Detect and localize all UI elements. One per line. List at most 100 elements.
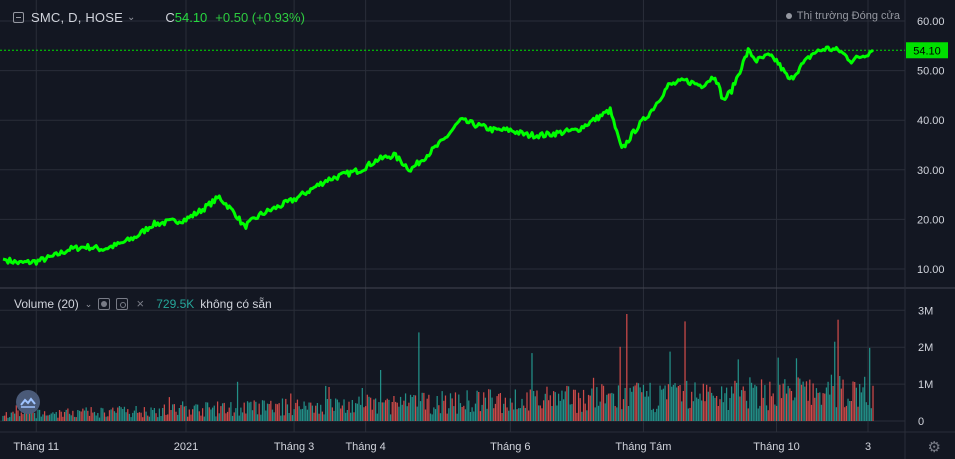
volume-bar (509, 398, 511, 421)
volume-bar (519, 408, 521, 421)
volume-bar (759, 405, 761, 421)
volume-bar (642, 384, 645, 421)
volume-bar (446, 413, 448, 421)
volume-bar (419, 401, 422, 421)
volume-bar (296, 399, 299, 421)
volume-bar (120, 407, 122, 421)
volume-bar (449, 393, 452, 421)
collapse-icon[interactable] (13, 11, 24, 23)
chevron-down-icon[interactable]: ⌄ (126, 11, 136, 23)
volume-bar (14, 413, 16, 421)
symbol-title[interactable]: SMC, D, HOSE (31, 9, 123, 25)
volume-bar (596, 387, 598, 421)
last-price-text: 54.10 (913, 45, 941, 57)
volume-bar (253, 400, 255, 421)
volume-value: 729.5K (156, 297, 195, 311)
logo-icon[interactable] (16, 390, 40, 414)
volume-bar (351, 400, 353, 421)
volume-bar (712, 395, 714, 421)
volume-bar (469, 412, 472, 421)
volume-bar (750, 382, 753, 421)
volume-bar (699, 393, 701, 421)
volume-bar (664, 385, 666, 421)
volume-bar (4, 415, 6, 421)
volume-bar (684, 321, 686, 421)
volume-bar (443, 400, 445, 421)
volume-bar (182, 401, 184, 421)
volume-bar (183, 406, 185, 421)
time-axis-ticks[interactable]: Tháng 11 2021 Tháng 3 Tháng 4 Tháng 6 Tháng T… (13, 441, 871, 453)
volume-bar (100, 407, 102, 421)
volume-bar (815, 388, 818, 421)
volume-bar (301, 408, 304, 421)
volume-bar (854, 382, 856, 421)
settings-icon[interactable] (116, 298, 129, 310)
volume-bar (157, 417, 159, 421)
volume-bar (849, 401, 851, 421)
volume-bar (822, 393, 824, 421)
gear-icon[interactable]: ⚙ (927, 439, 941, 456)
volume-bar (671, 386, 673, 421)
eye-icon[interactable] (98, 298, 111, 310)
volume-bar (666, 399, 668, 421)
volume-bar (627, 406, 630, 421)
volume-bar (832, 386, 834, 421)
volume-bar (556, 405, 558, 421)
volume-label[interactable]: Volume (20) (14, 297, 79, 311)
volume-bar (499, 393, 502, 421)
volume-bar (498, 393, 500, 421)
volume-bar (62, 416, 64, 421)
volume-bar (807, 400, 809, 421)
volume-bar (825, 387, 828, 421)
status-dot-icon (785, 13, 792, 19)
price-axis-ticks[interactable]: 60.00 50.00 40.00 30.00 20.00 10.00 (917, 16, 945, 276)
volume-bar (55, 412, 57, 421)
volume-bar (601, 384, 603, 421)
volume-bar (396, 402, 398, 421)
volume-bar (717, 406, 719, 421)
volume-bar (268, 404, 270, 421)
volume-bar (561, 390, 563, 421)
volume-bar (265, 410, 267, 421)
volume-bar (473, 411, 475, 421)
volume-bar (639, 387, 641, 421)
volume-bar (97, 413, 99, 421)
time-tick-label: Tháng Tám (615, 441, 671, 453)
volume-bar (790, 391, 793, 421)
volume-bar (336, 399, 338, 421)
last-price-label: 54.10 (906, 42, 948, 59)
volume-bar (647, 396, 650, 421)
volume-bar (187, 416, 189, 421)
volume-bar (220, 406, 222, 421)
volume-bar (534, 396, 536, 421)
volume-bar (862, 387, 864, 421)
volume-bar (394, 401, 397, 421)
volume-bar (747, 408, 749, 421)
volume-bar (696, 397, 698, 421)
volume-bar (75, 417, 77, 421)
volume-bar (451, 398, 453, 421)
volume-bar (381, 402, 383, 421)
volume-bar (762, 397, 764, 421)
volume-bar (757, 408, 759, 421)
volume-bar (363, 407, 365, 421)
volume-bar (742, 386, 744, 421)
volume-bar (281, 398, 284, 421)
volume-axis-ticks[interactable]: 3M 2M 1M 0 (918, 305, 933, 428)
volume-bar (444, 395, 447, 421)
volume-bar (17, 410, 19, 421)
volume-bar (153, 408, 155, 421)
volume-bar (725, 387, 728, 421)
volume-bar (318, 413, 320, 421)
volume-bar (399, 396, 402, 421)
volume-bar (137, 412, 139, 421)
chevron-down-icon[interactable]: ⌄ (84, 298, 93, 309)
volume-bar (384, 400, 387, 421)
volume-bar (508, 410, 510, 421)
volume-bar (681, 401, 683, 421)
volume-bar (426, 398, 428, 421)
close-icon[interactable]: × (136, 296, 145, 311)
volume-bar (103, 412, 106, 421)
volume-bar (827, 381, 829, 421)
